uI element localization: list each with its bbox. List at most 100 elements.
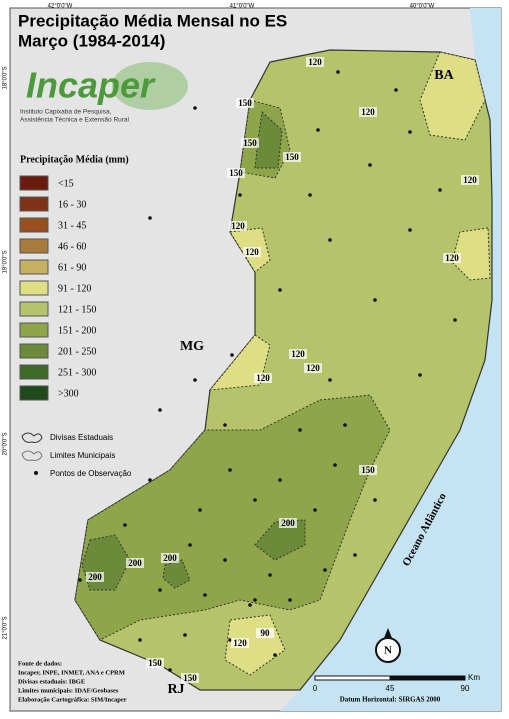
- observation-point: [148, 478, 152, 482]
- logo-subtitle: Assistência Técnica e Extensão Rural: [20, 117, 130, 124]
- legend-symbol: [21, 450, 43, 461]
- observation-point: [223, 423, 227, 427]
- contour-label-bg: [359, 465, 377, 475]
- coordinate-label: 41°0'0"W: [230, 4, 255, 10]
- contour-label-bg: [161, 553, 179, 563]
- zone-201-250: [254, 519, 306, 561]
- legend-swatch: [19, 196, 49, 212]
- coordinate-label: 21°0'0"S: [3, 616, 9, 639]
- observation-point: [158, 408, 162, 412]
- observation-point: [278, 288, 282, 292]
- legend-symbol-label: Divisas Estaduais: [50, 433, 113, 442]
- north-arrow: [384, 628, 392, 638]
- coordinate-label: 40°0'0"W: [410, 4, 435, 10]
- contour-label: 150: [285, 152, 299, 162]
- scale-unit: Km: [468, 673, 480, 682]
- contour-label: 150: [229, 168, 243, 178]
- contour-label: 150: [238, 98, 252, 108]
- legend-symbol: [34, 471, 38, 475]
- contour-label-bg: [126, 558, 144, 568]
- contour-label: 120: [233, 638, 247, 648]
- legend-label: 201 - 250: [58, 346, 96, 357]
- legend-label: <15: [58, 178, 74, 189]
- observation-point: [343, 423, 347, 427]
- contour-label: 150: [243, 138, 257, 148]
- contour-label-bg: [279, 518, 297, 528]
- observation-point: [253, 498, 257, 502]
- observation-point: [238, 193, 242, 197]
- contour-label: 120: [245, 247, 259, 257]
- contour-label: 150: [183, 673, 197, 683]
- observation-point: [248, 603, 252, 607]
- contour-label-bg: [304, 363, 322, 373]
- title: Março (1984-2014): [18, 31, 165, 50]
- legend: <15 16 - 30 31 - 45 46 - 60 61 - 90 91 - 120 1…: [19, 175, 96, 401]
- contour-label: 200: [128, 558, 142, 568]
- contour-label-bg: [86, 572, 104, 582]
- legend-label: 16 - 30: [58, 199, 86, 210]
- observation-point: [268, 573, 272, 577]
- zone-201-250: [162, 559, 191, 589]
- source-line: Limites municipais: IDAF/Geobases: [18, 687, 119, 694]
- legend-label: 91 - 120: [58, 283, 91, 294]
- contour-label: 120: [361, 107, 375, 117]
- contour-label-bg: [146, 658, 164, 668]
- state-label: BA: [434, 68, 454, 83]
- contour-label: 120: [256, 373, 270, 383]
- legend-label: 46 - 60: [58, 241, 86, 252]
- source-line: Elaboração Cartográfica: SIM/Incaper: [18, 696, 127, 703]
- contour-label: 150: [148, 658, 162, 668]
- contour-label: 120: [308, 57, 322, 67]
- observation-point: [368, 163, 372, 167]
- observation-point: [408, 228, 412, 232]
- coordinate-label: 19°0'0"S: [3, 250, 9, 273]
- observation-point: [168, 668, 172, 672]
- observation-point: [418, 373, 422, 377]
- observation-point: [328, 238, 332, 242]
- legend-swatch: [19, 364, 49, 380]
- contour-label-bg: [283, 152, 301, 162]
- legend-swatch: [19, 217, 49, 233]
- coordinate-label: 42°0'0"W: [48, 4, 73, 10]
- contour-label-bg: [254, 373, 272, 383]
- observation-point: [333, 463, 337, 467]
- observation-point: [353, 553, 357, 557]
- contour-label-bg: [181, 673, 199, 683]
- contour-label: 120: [463, 175, 477, 185]
- zone-91-120: [451, 227, 491, 281]
- legend-label: >300: [58, 388, 79, 399]
- legend-swatch: [19, 385, 49, 401]
- observation-point: [438, 188, 442, 192]
- state-label: RJ: [167, 682, 184, 697]
- contour-label: 120: [445, 253, 459, 263]
- observation-point: [223, 558, 227, 562]
- observation-point: [316, 128, 320, 132]
- legend-label: 151 - 200: [58, 325, 96, 336]
- observation-point: [148, 216, 152, 220]
- observation-point: [453, 318, 457, 322]
- source-line: Divisas estaduais: IBGE: [18, 678, 85, 685]
- north-label: N: [384, 645, 392, 657]
- legend-label: 251 - 300: [58, 367, 96, 378]
- observation-point: [313, 508, 317, 512]
- zone-151-200: [74, 394, 391, 641]
- legend-label: 121 - 150: [58, 304, 96, 315]
- contour-label: 120: [291, 349, 305, 359]
- legend-swatch: [19, 280, 49, 296]
- contour-label-bg: [443, 253, 461, 263]
- contour-label: 200: [88, 572, 102, 582]
- contour-label-bg: [306, 57, 324, 67]
- scale-label: 90: [461, 684, 470, 693]
- legend-title: Precipitação Média (mm): [20, 154, 129, 165]
- title: Precipitação Média Mensal no ES: [18, 11, 287, 30]
- legend-label: 61 - 90: [58, 262, 86, 273]
- observation-point: [228, 468, 232, 472]
- contour-label: 120: [306, 363, 320, 373]
- zone-91-120: [419, 51, 486, 141]
- observation-point: [328, 378, 332, 382]
- observation-point: [308, 193, 312, 197]
- observation-point: [373, 498, 377, 502]
- observation-point: [323, 568, 327, 572]
- observation-point: [158, 588, 162, 592]
